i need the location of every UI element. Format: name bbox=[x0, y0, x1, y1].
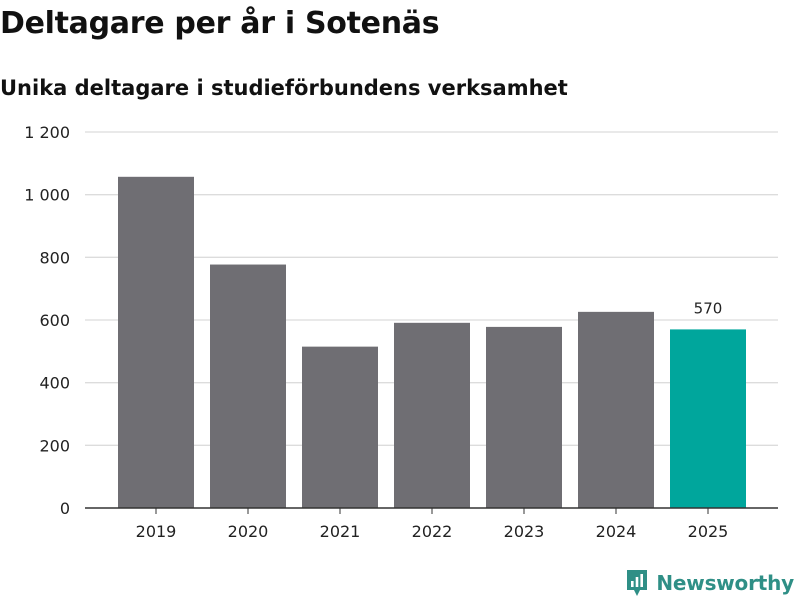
y-tick-label: 1 000 bbox=[24, 186, 70, 205]
bars bbox=[118, 176, 746, 508]
newsworthy-logo-icon bbox=[627, 570, 648, 596]
chart-subtitle: Unika deltagare i studieförbundens verks… bbox=[0, 76, 568, 100]
bar-2019 bbox=[118, 176, 194, 508]
bar-2025 bbox=[670, 329, 746, 508]
x-axis-ticks: 2019 2020 2021 2022 2023 2024 2025 bbox=[136, 508, 729, 541]
y-tick-label: 200 bbox=[39, 436, 70, 455]
x-tick-label: 2025 bbox=[688, 522, 729, 541]
bar-2023 bbox=[486, 326, 562, 508]
x-tick-label: 2023 bbox=[504, 522, 545, 541]
x-tick-label: 2022 bbox=[412, 522, 453, 541]
data-labels: 570 bbox=[694, 299, 723, 317]
y-tick-label: 400 bbox=[39, 374, 70, 393]
y-tick-label: 600 bbox=[39, 311, 70, 330]
brand-name: Newsworthy bbox=[656, 571, 794, 595]
x-tick-label: 2020 bbox=[228, 522, 269, 541]
y-tick-label: 0 bbox=[60, 499, 70, 518]
bar-2020 bbox=[210, 264, 286, 508]
x-tick-label: 2021 bbox=[320, 522, 361, 541]
chart-title: Deltagare per år i Sotenäs bbox=[0, 6, 440, 41]
y-axis-ticks: 0 200 400 600 800 1 000 1 200 bbox=[24, 123, 70, 518]
data-label-2025: 570 bbox=[694, 299, 723, 317]
y-tick-label: 800 bbox=[39, 248, 70, 267]
x-tick-label: 2019 bbox=[136, 522, 177, 541]
bar-2022 bbox=[394, 322, 470, 508]
x-tick-label: 2024 bbox=[596, 522, 637, 541]
bar-2021 bbox=[302, 346, 378, 508]
brand-logo[interactable]: Newsworthy bbox=[626, 568, 794, 598]
y-tick-label: 1 200 bbox=[24, 123, 70, 142]
bar-2024 bbox=[578, 311, 654, 508]
